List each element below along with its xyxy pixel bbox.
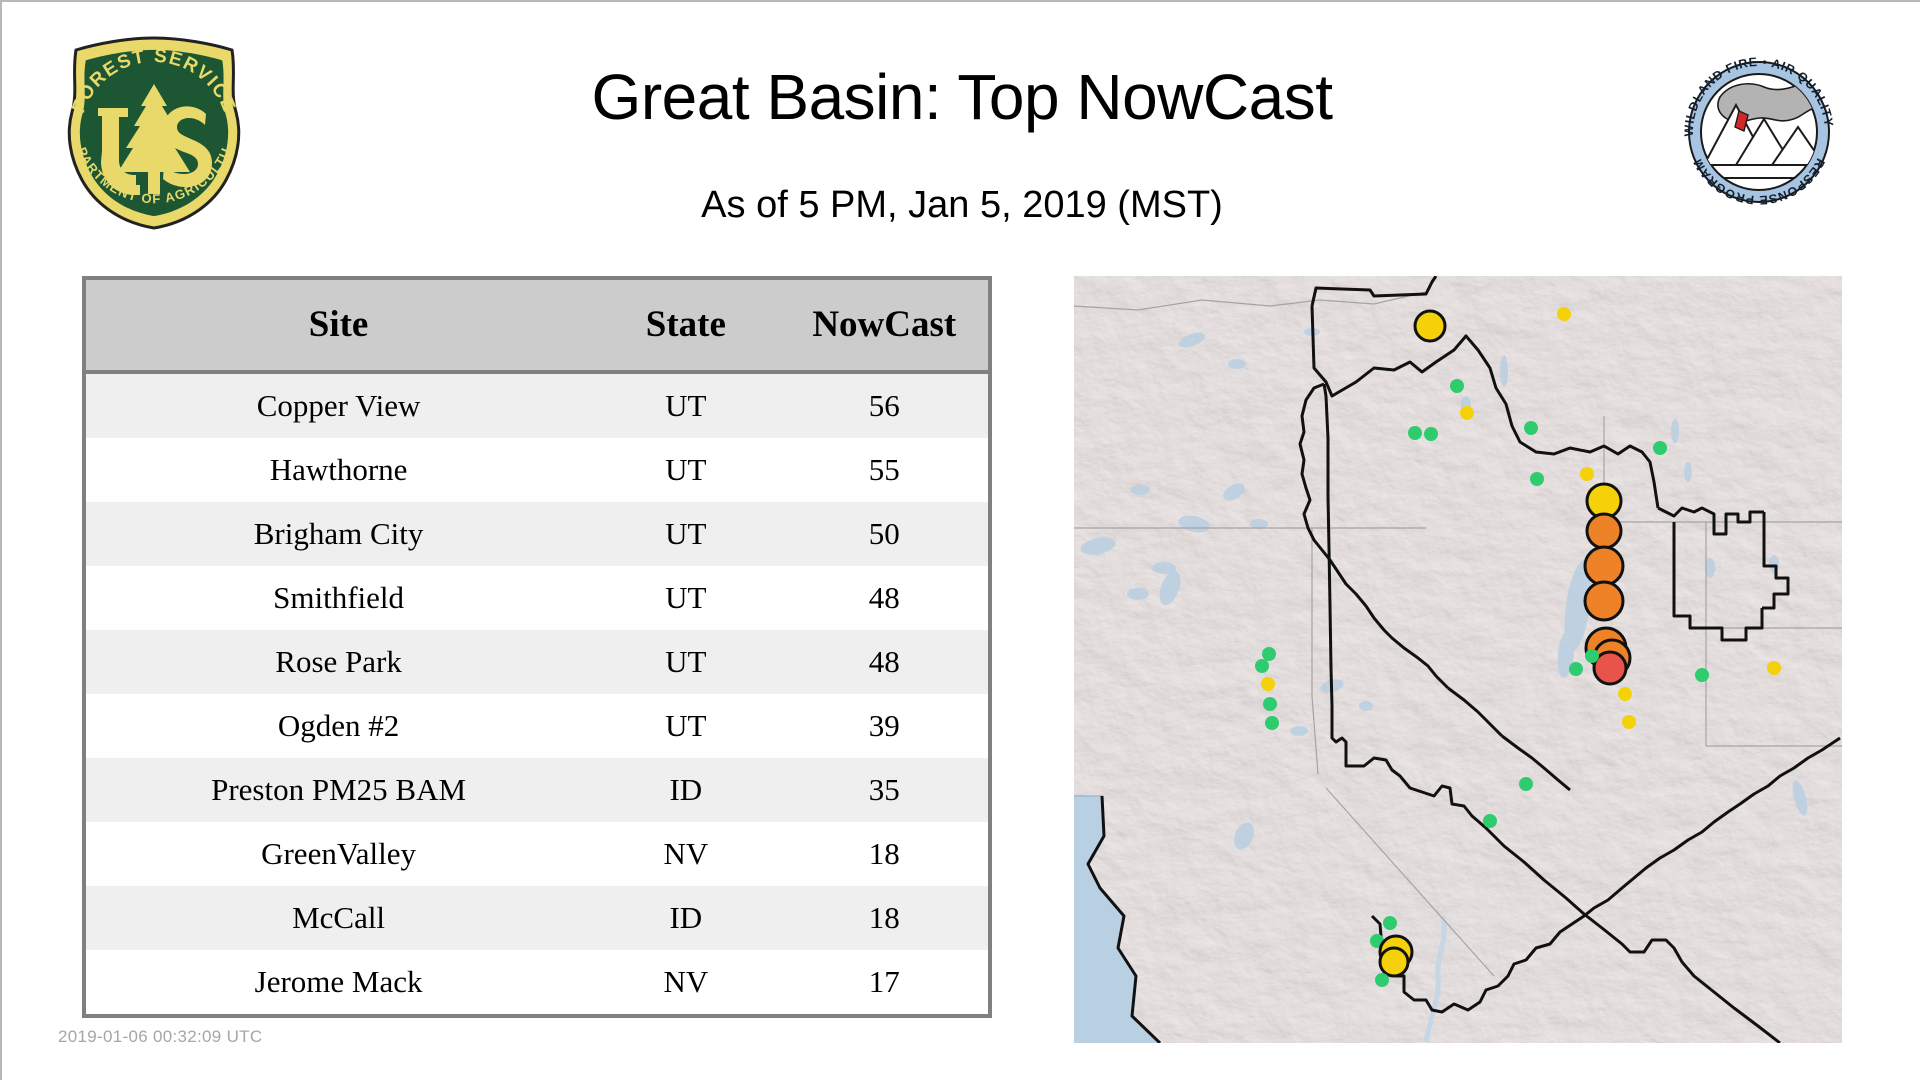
map-monitor-marker[interactable] [1460, 406, 1474, 420]
state-borders [1086, 276, 1790, 1043]
map-monitor-marker[interactable] [1413, 309, 1447, 343]
cell-site: Preston PM25 BAM [86, 758, 592, 822]
map-monitor-marker[interactable] [1530, 472, 1544, 486]
cell-state: UT [591, 694, 781, 758]
table-row[interactable]: Preston PM25 BAM ID 35 [86, 758, 988, 822]
cell-nowcast: 55 [780, 438, 988, 502]
map-monitor-marker[interactable] [1263, 697, 1277, 711]
cell-site: Jerome Mack [86, 950, 592, 1014]
table-row[interactable]: McCall ID 18 [86, 886, 988, 950]
cell-state: ID [591, 886, 781, 950]
cell-state: UT [591, 502, 781, 566]
map-monitor-marker[interactable] [1585, 649, 1599, 663]
map-monitor-marker[interactable] [1653, 441, 1667, 455]
table-header: Site State NowCast [86, 280, 988, 374]
colorado-river [1423, 915, 1447, 1043]
cell-state: UT [591, 630, 781, 694]
us-forest-service-shield-logo: FOREST SERVICE DEPARTMENT OF AGRICULTURE [49, 22, 254, 232]
nevada-arizona-border [1370, 736, 1841, 1014]
map-monitor-marker[interactable] [1618, 687, 1632, 701]
map-monitor-marker[interactable] [1408, 426, 1422, 440]
cell-state: UT [591, 566, 781, 630]
table-row[interactable]: Rose Park UT 48 [86, 630, 988, 694]
generated-timestamp: 2019-01-06 00:32:09 UTC [58, 1027, 263, 1046]
cell-nowcast: 48 [780, 566, 988, 630]
map-monitor-marker[interactable] [1580, 467, 1594, 481]
table-row[interactable]: Brigham City UT 50 [86, 502, 988, 566]
column-header-state[interactable]: State [591, 280, 781, 374]
cell-nowcast: 18 [780, 822, 988, 886]
pacific-ocean [1074, 796, 1160, 1043]
cell-state: UT [591, 372, 781, 438]
cell-state: ID [591, 758, 781, 822]
cell-nowcast: 17 [780, 950, 988, 1014]
cell-state: NV [591, 822, 781, 886]
map-monitor-marker[interactable] [1375, 973, 1389, 987]
map-monitor-marker[interactable] [1255, 659, 1269, 673]
map-monitor-marker[interactable] [1569, 662, 1583, 676]
cell-site: Brigham City [86, 502, 592, 566]
cell-site: Copper View [86, 372, 592, 438]
table-row[interactable]: GreenValley NV 18 [86, 822, 988, 886]
cell-site: GreenValley [86, 822, 592, 886]
table-body: Copper View UT 56 Hawthorne UT 55 Brigham City… [86, 372, 988, 1014]
great-basin-monitor-map[interactable] [1074, 276, 1842, 1043]
table-row[interactable]: Jerome Mack NV 17 [86, 950, 988, 1014]
cell-nowcast: 56 [780, 372, 988, 438]
map-monitor-marker[interactable] [1695, 668, 1709, 682]
cell-site: McCall [86, 886, 592, 950]
map-monitor-marker[interactable] [1450, 379, 1464, 393]
cell-nowcast: 18 [780, 886, 988, 950]
map-monitor-marker[interactable] [1519, 777, 1533, 791]
map-monitor-marker[interactable] [1583, 580, 1625, 622]
map-monitor-marker[interactable] [1592, 650, 1628, 686]
table-row[interactable]: Ogden #2 UT 39 [86, 694, 988, 758]
cell-nowcast: 48 [780, 630, 988, 694]
map-monitor-marker[interactable] [1622, 715, 1636, 729]
map-monitor-marker[interactable] [1585, 512, 1623, 550]
column-header-nowcast[interactable]: NowCast [780, 280, 988, 374]
cell-site: Ogden #2 [86, 694, 592, 758]
map-monitor-marker[interactable] [1378, 946, 1410, 978]
map-monitor-marker[interactable] [1383, 916, 1397, 930]
page-title: Great Basin: Top NowCast [591, 61, 1333, 133]
cell-state: NV [591, 950, 781, 1014]
column-header-site[interactable]: Site [86, 280, 592, 374]
map-monitor-marker[interactable] [1261, 677, 1275, 691]
cell-site: Smithfield [86, 566, 592, 630]
map-marker-layer [1255, 307, 1781, 987]
map-monitor-marker[interactable] [1265, 716, 1279, 730]
nowcast-table: Site State NowCast Copper View UT 56 Hawtho… [86, 280, 988, 1014]
cell-site: Hawthorne [86, 438, 592, 502]
map-monitor-marker[interactable] [1483, 814, 1497, 828]
cell-nowcast: 35 [780, 758, 988, 822]
map-monitor-marker[interactable] [1767, 661, 1781, 675]
county-borders [1074, 291, 1842, 977]
map-monitor-marker[interactable] [1262, 647, 1276, 661]
cell-nowcast: 50 [780, 502, 988, 566]
map-monitor-marker[interactable] [1524, 421, 1538, 435]
page-subtitle: As of 5 PM, Jan 5, 2019 (MST) [701, 184, 1223, 226]
map-monitor-marker[interactable] [1583, 545, 1625, 587]
table-row[interactable]: Hawthorne UT 55 [86, 438, 988, 502]
table-row[interactable]: Copper View UT 56 [86, 372, 988, 438]
wildland-fire-air-quality-seal-logo: WILDLAND FIRE • AIR QUALITY RESPONSE PRO… [1674, 47, 1844, 217]
map-monitor-marker[interactable] [1424, 427, 1438, 441]
table-header-row: Site State NowCast [86, 280, 988, 374]
cell-state: UT [591, 438, 781, 502]
table-row[interactable]: Smithfield UT 48 [86, 566, 988, 630]
cell-site: Rose Park [86, 630, 592, 694]
map-monitor-marker[interactable] [1557, 307, 1571, 321]
cell-nowcast: 39 [780, 694, 988, 758]
nowcast-table-container: Site State NowCast Copper View UT 56 Hawtho… [82, 276, 992, 1018]
